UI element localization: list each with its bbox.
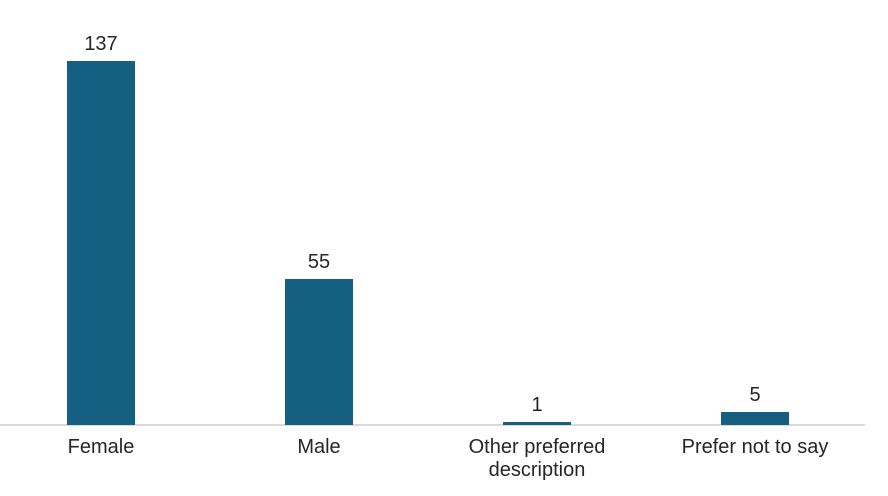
category-label-female: Female (67, 436, 135, 458)
category-label-male: Male (297, 436, 341, 458)
data-label: 5 (749, 384, 761, 406)
bar-other-preferred-description (503, 422, 571, 425)
data-label: 137 (84, 33, 118, 55)
category-label-prefer-not-to-say: Prefer not to say (681, 436, 829, 458)
bar-female (67, 61, 135, 425)
x-axis-line (0, 424, 865, 426)
data-label: 55 (307, 251, 331, 273)
bar-prefer-not-to-say (721, 412, 789, 425)
bar-male (285, 279, 353, 425)
category-label-other-preferred-description: Other preferred description (468, 436, 606, 481)
data-label: 1 (531, 394, 543, 416)
